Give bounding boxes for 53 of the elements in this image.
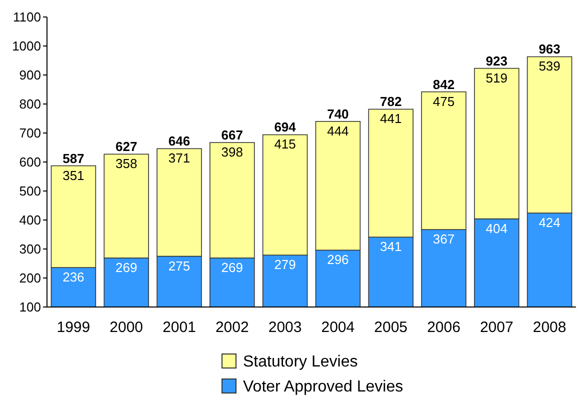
y-tick-label: 100	[19, 300, 41, 315]
data-label: 398	[221, 144, 243, 160]
data-label: 367	[432, 232, 455, 247]
y-tick-label: 500	[19, 184, 41, 199]
data-label: 444	[327, 123, 349, 138]
total-label: 782	[380, 94, 402, 110]
x-tick-label: 2008	[532, 319, 566, 336]
data-label: 539	[538, 58, 560, 74]
x-tick-label: 2005	[374, 319, 408, 336]
y-tick-label: 300	[19, 242, 41, 257]
total-label: 667	[221, 128, 243, 143]
data-label: 269	[221, 260, 243, 275]
data-label: 358	[116, 156, 138, 172]
x-tick-label: 2004	[321, 319, 355, 336]
y-tick-label: 400	[19, 212, 41, 228]
x-tick-label: 2007	[480, 319, 514, 336]
data-label: 296	[327, 252, 349, 268]
y-tick-label: 200	[19, 270, 41, 286]
y-tick-label: 800	[19, 96, 41, 112]
x-tick-label: 2006	[427, 319, 460, 336]
data-label: 279	[274, 257, 296, 272]
total-label: 963	[538, 42, 560, 57]
data-label: 341	[380, 239, 402, 254]
total-label: 694	[274, 120, 297, 135]
data-label: 404	[486, 220, 508, 236]
y-tick-label: 1000	[12, 38, 41, 54]
x-tick-label: 2001	[162, 319, 196, 336]
total-label: 842	[432, 76, 455, 92]
data-label: 269	[116, 260, 138, 275]
data-label: 415	[274, 136, 296, 152]
y-tick-label: 900	[19, 68, 41, 83]
legend-label: Statutory Levies	[243, 354, 358, 371]
total-label: 627	[116, 139, 138, 154]
data-label: 424	[538, 215, 560, 230]
y-tick-label: 600	[19, 154, 41, 170]
data-label: 519	[486, 70, 508, 86]
total-label: 587	[62, 150, 84, 166]
data-label: 275	[168, 258, 190, 274]
total-label: 740	[327, 106, 349, 122]
x-tick-label: 2000	[110, 319, 144, 336]
y-tick-label: 700	[19, 126, 41, 141]
x-tick-label: 2002	[215, 319, 249, 336]
total-label: 923	[486, 53, 508, 68]
legend-label: Voter Approved Levies	[243, 378, 404, 396]
y-tick-label: 1100	[13, 10, 41, 25]
x-tick-label: 2003	[268, 319, 302, 336]
data-label: 441	[380, 111, 402, 126]
data-label: 371	[168, 150, 190, 166]
data-label: 351	[62, 168, 84, 183]
data-label: 236	[62, 270, 84, 285]
total-label: 646	[168, 134, 190, 149]
x-tick-label: 1999	[56, 319, 90, 336]
data-label: 475	[432, 94, 455, 109]
